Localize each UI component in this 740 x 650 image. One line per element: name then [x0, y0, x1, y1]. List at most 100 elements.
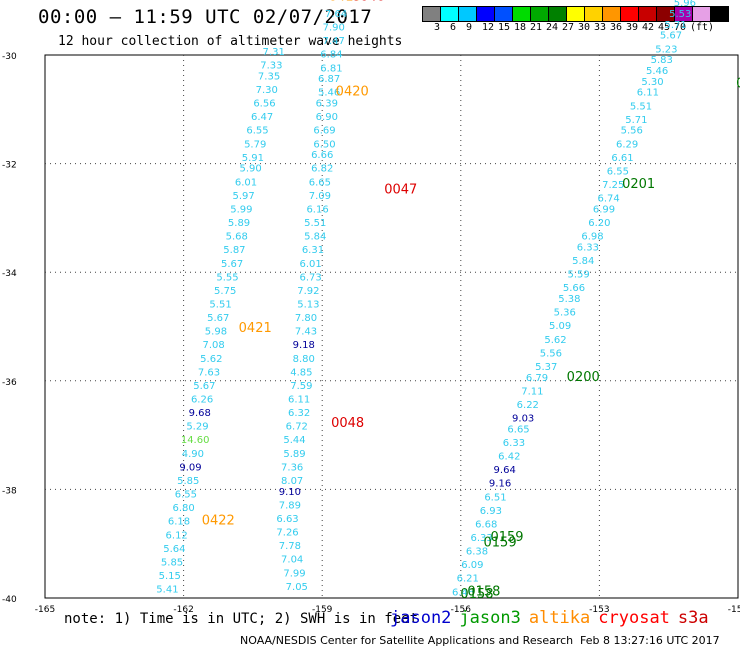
x-tick-label: -153 — [589, 605, 609, 615]
swh-label: 5.89 — [283, 449, 305, 460]
swh-label: 5.84 — [304, 232, 326, 243]
swh-label: 5.79 — [244, 139, 266, 150]
color-scale-label: 3 — [434, 22, 441, 33]
swh-label: 5.68 — [226, 232, 248, 243]
color-scale-swatch — [710, 6, 729, 22]
satellite-legend: jason2 jason3 altika cryosat s3a — [390, 608, 717, 628]
swh-label: 5.56 — [621, 126, 643, 137]
swh-label: 5.36 — [554, 308, 576, 319]
swh-label: 5.51 — [304, 218, 326, 229]
swh-label: 6.31 — [302, 245, 324, 256]
swh-label: 7.89 — [279, 500, 301, 511]
swh-label: 5.38 — [558, 294, 580, 305]
swh-label: 5.44 — [283, 435, 305, 446]
x-tick-label: -162 — [173, 605, 193, 615]
swh-label: 7.43 — [295, 327, 317, 338]
y-tick-label: -32 — [2, 161, 17, 171]
color-scale-label: 30 — [578, 22, 591, 33]
swh-label: 5.98 — [205, 327, 227, 338]
swh-label: 6.32 — [288, 408, 310, 419]
page-title: 00:00 – 11:59 UTC 02/07/2017 — [38, 6, 373, 28]
swh-label: 7.25 — [602, 180, 624, 191]
pass-time-label: 0420 — [336, 85, 369, 100]
swh-label: 5.46 — [318, 88, 340, 99]
swh-label: 5.75 — [214, 286, 236, 297]
swh-label: 9.16 — [489, 479, 511, 490]
swh-label: 5.37 — [535, 362, 557, 373]
swh-label: 6.33 — [470, 533, 492, 544]
page-subtitle: 12 hour collection of altimeter wave hei… — [58, 34, 403, 49]
swh-label: 9.18 — [293, 340, 315, 351]
color-scale-label: 33 — [594, 22, 607, 33]
swh-label: 5.97 — [233, 191, 255, 202]
legend-item-altika: altika — [528, 608, 591, 628]
pass-time-label: 0158 — [460, 587, 493, 602]
color-scale-label: 42 — [642, 22, 655, 33]
swh-label: 5.30 — [641, 77, 663, 88]
swh-label: 5.85 — [161, 557, 183, 568]
swh-label: 7.92 — [297, 286, 319, 297]
swh-label: 6.39 — [316, 99, 338, 110]
swh-label: 6.47 — [251, 112, 273, 123]
swh-label: 6.26 — [191, 395, 213, 406]
credit-timestamp: Feb 8 13:27:16 UTC 2017 — [580, 634, 720, 647]
swh-label: 7.30 — [256, 85, 278, 96]
y-tick-label: -40 — [2, 595, 17, 605]
swh-label: 9.10 — [279, 487, 301, 498]
swh-label: 6.87 — [318, 74, 340, 85]
swh-label: 6.12 — [166, 530, 188, 541]
y-tick-label: -30 — [2, 52, 17, 62]
swh-label: 6.01 — [300, 259, 322, 270]
color-scale-label: 21 — [530, 22, 543, 33]
swh-label: 5.55 — [216, 272, 238, 283]
legend-item-s3a: s3a — [677, 608, 709, 628]
swh-label: 6.80 — [172, 503, 194, 514]
swh-label: 6.55 — [607, 166, 629, 177]
swh-label: 7.08 — [202, 340, 224, 351]
x-tick-label: -150 — [728, 605, 740, 615]
swh-label: 5.13 — [297, 299, 319, 310]
swh-label: 6.99 — [593, 204, 615, 215]
swh-label: 8.80 — [293, 354, 315, 365]
swh-label: 5.84 — [572, 256, 594, 267]
swh-label: 6.98 — [581, 232, 603, 243]
footnote: note: 1) Time is in UTC; 2) SWH is in fe… — [64, 611, 419, 627]
swh-label: 7.09 — [309, 191, 331, 202]
swh-label: 4.85 — [290, 367, 312, 378]
swh-label: 7.35 — [258, 71, 280, 82]
swh-label: 7.78 — [279, 541, 301, 552]
swh-label: 6.55 — [246, 126, 268, 137]
color-scale-label: (ft) — [690, 22, 715, 33]
swh-label: 6.01 — [235, 177, 257, 188]
swh-label: 6.33 — [503, 438, 525, 449]
pass-time-label: 0201 — [622, 177, 655, 192]
pass-time-label: 0 — [736, 77, 740, 92]
color-scale-label: 36 — [610, 22, 623, 33]
credit-organization: NOAA/NESDIS Center for Satellite Applica… — [240, 634, 574, 647]
pass-time-label: 0158 — [467, 584, 500, 599]
swh-label: 7.64 — [325, 9, 347, 20]
swh-label: 6.93 — [480, 506, 502, 517]
swh-label: 6.29 — [616, 139, 638, 150]
pass-time-label: 0200 — [567, 370, 600, 385]
swh-label: 7.31 — [263, 47, 285, 58]
swh-label: 7.36 — [281, 462, 303, 473]
swh-label: 5.96 — [674, 0, 696, 9]
pass-time-label: 0048 — [331, 416, 364, 431]
x-tick-label: -165 — [35, 605, 55, 615]
pass-time-label: 0047 — [384, 182, 417, 197]
swh-label: 6.66 — [311, 150, 333, 161]
swh-label: 5.15 — [159, 571, 181, 582]
swh-label: 6.21 — [457, 574, 479, 585]
swh-label: 6.73 — [300, 272, 322, 283]
legend-item-cryosat: cryosat — [598, 608, 670, 628]
color-scale-label: 45 — [658, 22, 671, 33]
swh-label: 8.07 — [281, 476, 303, 487]
swh-label: 5.53 — [669, 9, 691, 20]
swh-label: 6.55 — [175, 490, 197, 501]
swh-label: 6.51 — [484, 492, 506, 503]
swh-label: 6.09 — [461, 560, 483, 571]
swh-label: 14.60 — [181, 435, 210, 446]
swh-label: 5.51 — [630, 101, 652, 112]
pass-time-label: 0421 — [239, 321, 272, 336]
